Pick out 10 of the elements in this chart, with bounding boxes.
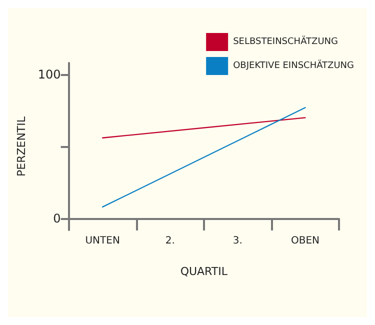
x-tick-label: 3. (232, 236, 242, 246)
y-tick-label: 100 (38, 68, 61, 82)
legend-label: SELBSTEINSCHÄTZUNG (233, 35, 338, 47)
x-tick-label: UNTEN (85, 236, 120, 246)
legend-label: OBJEKTIVE EINSCHÄTZUNG (233, 59, 354, 71)
y-tick-label: 0 (53, 211, 61, 226)
y-axis-title: PERZENTIL (15, 116, 28, 177)
x-axis-title: QUARTIL (180, 265, 228, 278)
x-tick-label: OBEN (290, 236, 320, 246)
x-tick-label: 2. (165, 236, 175, 246)
